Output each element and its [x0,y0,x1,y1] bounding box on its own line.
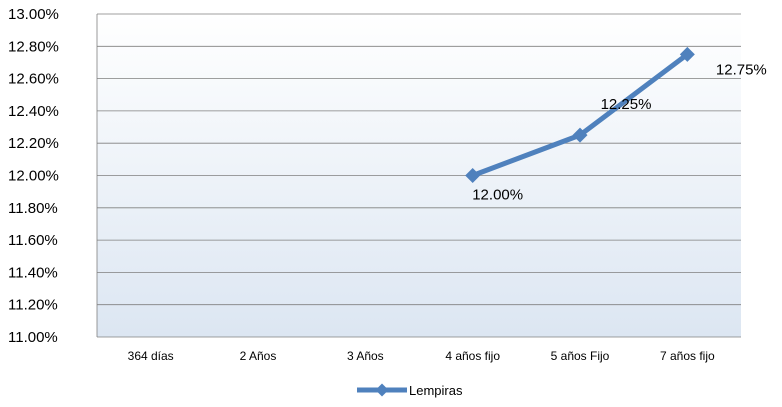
legend-label: Lempiras [409,383,463,398]
x-tick-label: 2 Años [240,349,277,363]
x-tick-label: 364 días [128,349,174,363]
y-tick-label: 12.80% [8,38,59,55]
legend-swatch-marker [375,383,389,397]
data-point-marker [572,127,588,143]
y-tick-label: 12.40% [8,103,59,120]
data-point-marker [465,168,481,183]
data-label: 12.00% [472,187,523,204]
y-tick-label: 11.20% [8,297,58,314]
y-tick-label: 11.60% [8,232,58,249]
gridlines [96,13,741,338]
x-tick-label: 5 años Fijo [551,349,610,363]
data-labels: 12.00% 12.25% 12.75% [472,61,767,203]
data-label: 12.25% [601,96,652,113]
y-tick-label: 13.00% [8,6,59,23]
y-tick-label: 11.40% [8,264,58,281]
legend: Lempiras [357,383,463,398]
y-axis-ticks: 11.00% 11.20% 11.40% 11.60% 11.80% 12.00% 12.2… [8,6,59,346]
y-tick-label: 11.00% [8,329,58,346]
y-tick-label: 12.20% [8,135,59,152]
y-tick-label: 12.60% [8,71,59,88]
x-tick-label: 4 años fijo [445,349,500,363]
data-label: 12.75% [716,61,767,78]
x-tick-label: 7 años fijo [660,349,715,363]
x-tick-label: 3 Años [347,349,384,363]
series-lempiras [465,46,695,183]
y-tick-label: 12.00% [8,168,59,185]
y-tick-label: 11.80% [8,200,58,217]
x-axis-ticks: 364 días 2 Años 3 Años 4 años fijo 5 años Fi… [128,349,715,363]
data-point-marker [679,46,695,62]
